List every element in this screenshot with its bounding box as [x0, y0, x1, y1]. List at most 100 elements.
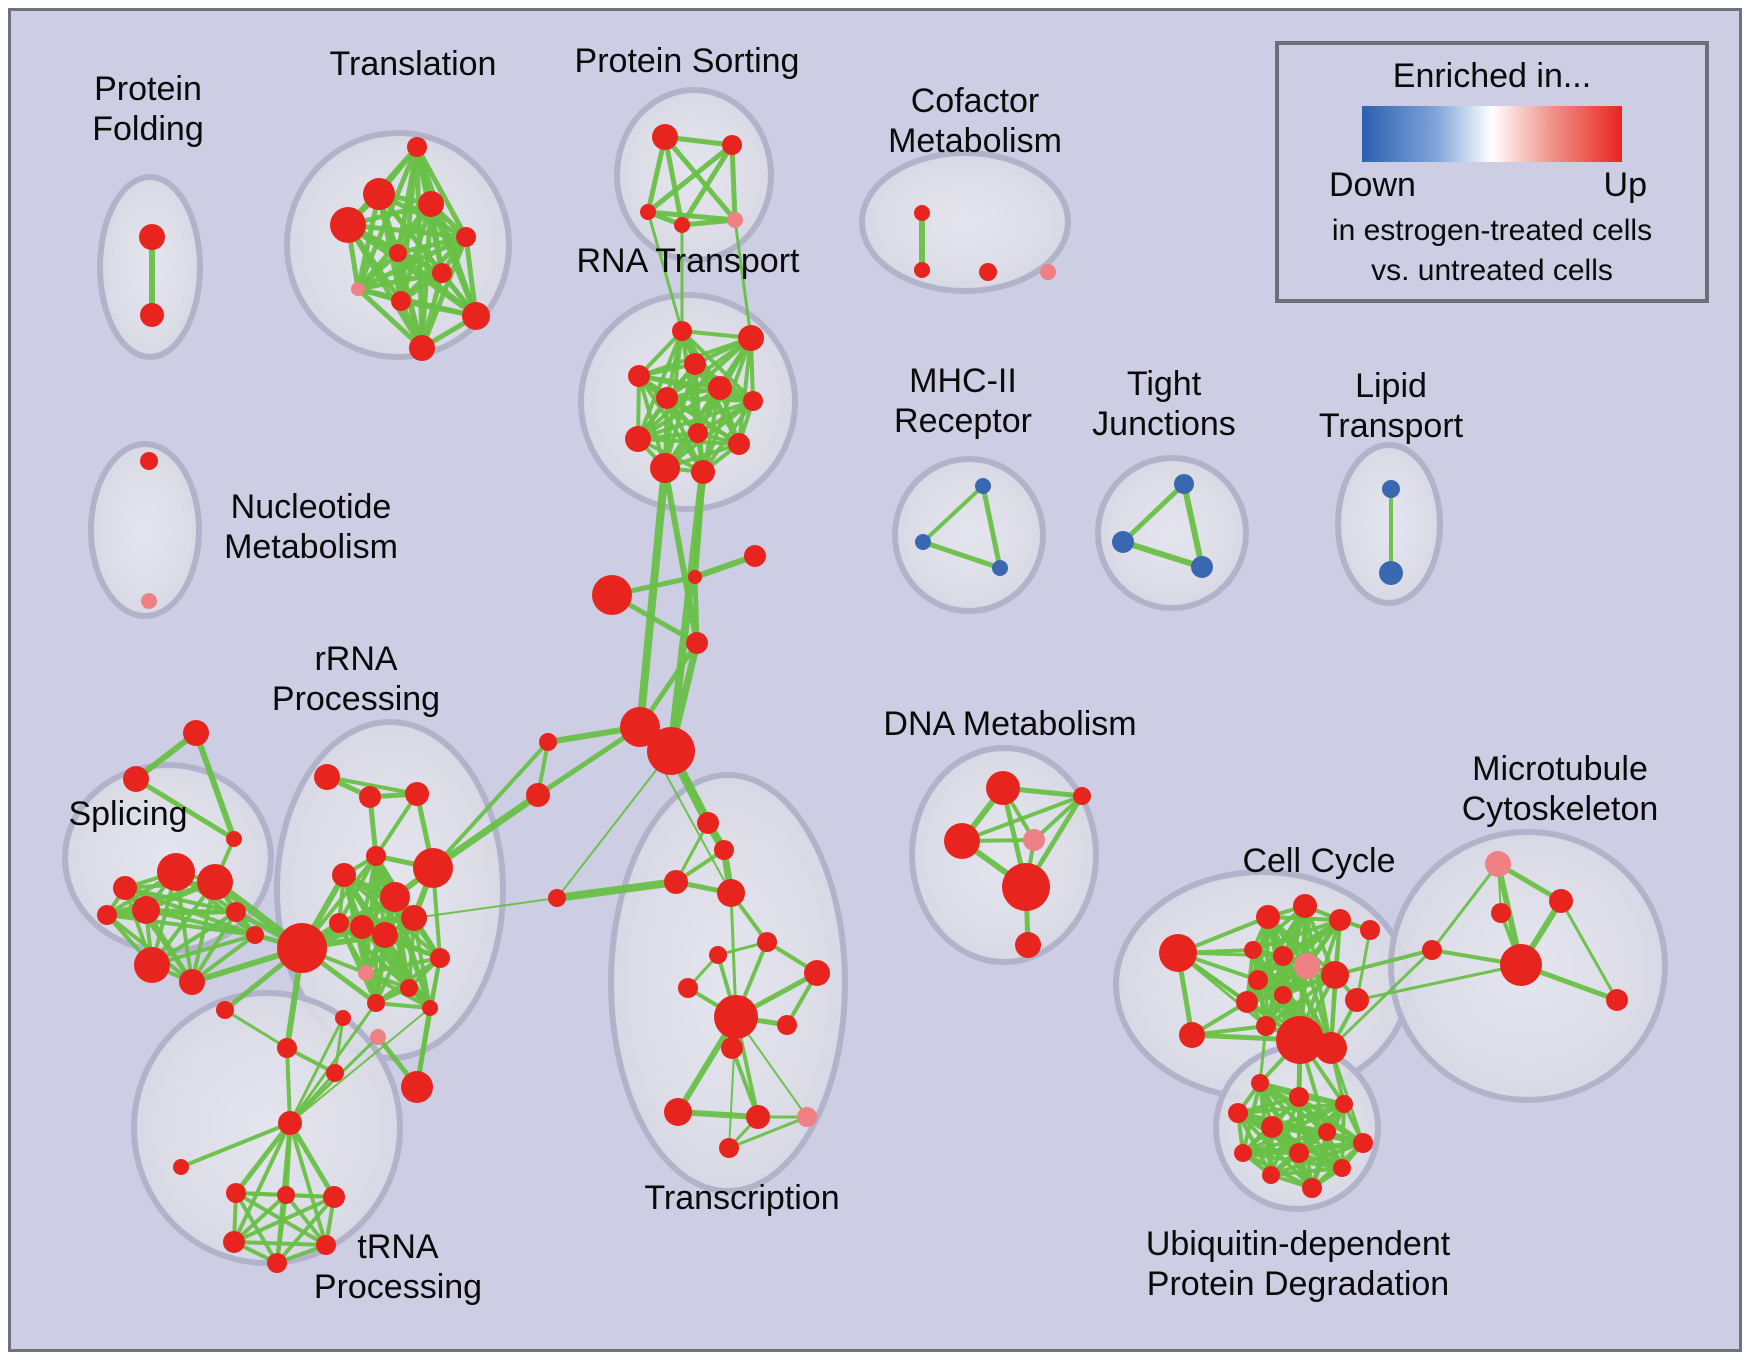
gene-set-node-hub1[interactable]: [620, 707, 660, 747]
gene-set-node-cc6[interactable]: [1294, 953, 1320, 979]
gene-set-node-mh3[interactable]: [992, 560, 1008, 576]
gene-set-node-tc4[interactable]: [717, 879, 745, 907]
gene-set-node-tc14[interactable]: [797, 1107, 817, 1127]
gene-set-node-e2[interactable]: [370, 1029, 386, 1045]
gene-set-node-ps4[interactable]: [674, 217, 690, 233]
gene-set-node-mt4[interactable]: [1500, 944, 1542, 986]
gene-set-node-t1[interactable]: [407, 137, 427, 157]
gene-set-node-L3[interactable]: [548, 889, 566, 907]
gene-set-node-r7[interactable]: [743, 391, 763, 411]
gene-set-node-tc6[interactable]: [709, 946, 727, 964]
gene-set-node-r9[interactable]: [625, 426, 651, 452]
gene-set-node-tc15[interactable]: [719, 1138, 739, 1158]
gene-set-node-cc1[interactable]: [1256, 905, 1280, 929]
gene-set-node-c2[interactable]: [1179, 1022, 1205, 1048]
gene-set-node-nu1[interactable]: [140, 452, 158, 470]
gene-set-node-sp1[interactable]: [157, 853, 195, 891]
gene-set-node-mt1[interactable]: [1485, 851, 1511, 877]
gene-set-node-tj1[interactable]: [1174, 474, 1194, 494]
gene-set-node-tn4[interactable]: [401, 1071, 433, 1103]
gene-set-node-tc10[interactable]: [777, 1015, 797, 1035]
gene-set-node-u12[interactable]: [1302, 1178, 1322, 1198]
gene-set-node-e3[interactable]: [335, 1010, 351, 1026]
gene-set-node-r10[interactable]: [728, 433, 750, 455]
gene-set-node-r1[interactable]: [672, 321, 692, 341]
gene-set-node-t4[interactable]: [418, 191, 444, 217]
gene-set-node-r12[interactable]: [691, 460, 715, 484]
gene-set-node-u9[interactable]: [1289, 1143, 1309, 1163]
gene-set-node-nu2[interactable]: [141, 593, 157, 609]
gene-set-node-mt3[interactable]: [1491, 903, 1511, 923]
gene-set-node-rr13[interactable]: [430, 948, 450, 968]
gene-set-node-sp3[interactable]: [132, 896, 160, 924]
gene-set-node-rr14[interactable]: [400, 979, 418, 997]
gene-set-node-sp2[interactable]: [197, 864, 233, 900]
gene-set-node-mh1[interactable]: [975, 478, 991, 494]
gene-set-node-rr12[interactable]: [358, 965, 374, 981]
gene-set-node-rr6[interactable]: [332, 863, 356, 887]
gene-set-node-r2[interactable]: [738, 325, 764, 351]
gene-set-node-u8[interactable]: [1234, 1144, 1252, 1162]
gene-set-node-cc2[interactable]: [1293, 894, 1317, 918]
gene-set-node-d6[interactable]: [1015, 932, 1041, 958]
gene-set-node-hub2[interactable]: [647, 727, 695, 775]
gene-set-node-tc5[interactable]: [757, 932, 777, 952]
gene-set-node-tn2[interactable]: [277, 1038, 297, 1058]
gene-set-node-s2[interactable]: [123, 766, 149, 792]
gene-set-node-rr9[interactable]: [329, 913, 349, 933]
gene-set-node-rr1[interactable]: [314, 764, 340, 790]
gene-set-node-rr7[interactable]: [380, 882, 410, 912]
gene-set-node-h4[interactable]: [223, 1231, 245, 1253]
gene-set-node-t3[interactable]: [330, 207, 366, 243]
gene-set-node-mh2[interactable]: [915, 534, 931, 550]
gene-set-node-tn3[interactable]: [326, 1064, 344, 1082]
gene-set-node-t8[interactable]: [351, 282, 365, 296]
gene-set-node-cc10[interactable]: [1236, 991, 1258, 1013]
gene-set-node-d5[interactable]: [1002, 863, 1050, 911]
gene-set-node-b1[interactable]: [277, 923, 327, 973]
gene-set-node-mt2[interactable]: [1549, 889, 1573, 913]
gene-set-node-rr5[interactable]: [413, 848, 453, 888]
gene-set-node-s3[interactable]: [226, 831, 242, 847]
gene-set-node-th[interactable]: [278, 1111, 302, 1135]
gene-set-node-cf4[interactable]: [1040, 264, 1056, 280]
gene-set-node-lp2[interactable]: [1379, 561, 1403, 585]
gene-set-node-rr4[interactable]: [366, 846, 386, 866]
gene-set-node-h2[interactable]: [277, 1186, 295, 1204]
gene-set-node-sp4[interactable]: [134, 947, 170, 983]
gene-set-node-sp7[interactable]: [97, 905, 117, 925]
gene-set-node-cf2[interactable]: [914, 262, 930, 278]
gene-set-node-rr2[interactable]: [359, 786, 381, 808]
gene-set-node-cf1[interactable]: [914, 205, 930, 221]
gene-set-node-cc8[interactable]: [1248, 970, 1268, 990]
gene-set-node-h6[interactable]: [267, 1253, 287, 1273]
gene-set-node-sp9[interactable]: [246, 926, 264, 944]
gene-set-node-tj2[interactable]: [1112, 531, 1134, 553]
gene-set-node-cc4[interactable]: [1244, 941, 1262, 959]
gene-set-node-L1[interactable]: [539, 733, 557, 751]
gene-set-node-r8[interactable]: [688, 423, 708, 443]
gene-set-node-cc15[interactable]: [1360, 920, 1380, 940]
gene-set-node-rr3[interactable]: [405, 782, 429, 806]
gene-set-node-ps2[interactable]: [722, 135, 742, 155]
gene-set-node-ps1[interactable]: [652, 124, 678, 150]
gene-set-node-ps5[interactable]: [727, 212, 743, 228]
gene-set-node-r6[interactable]: [656, 387, 678, 409]
gene-set-node-tc8[interactable]: [678, 978, 698, 998]
gene-set-node-pf2[interactable]: [140, 303, 164, 327]
gene-set-node-pf1[interactable]: [139, 224, 165, 250]
gene-set-node-u7[interactable]: [1353, 1133, 1373, 1153]
gene-set-node-u4[interactable]: [1228, 1103, 1248, 1123]
gene-set-node-h1[interactable]: [226, 1183, 246, 1203]
gene-set-node-rr11[interactable]: [372, 922, 398, 948]
gene-set-node-d2[interactable]: [1073, 787, 1091, 805]
gene-set-node-d3[interactable]: [944, 823, 980, 859]
gene-set-node-tc11[interactable]: [721, 1037, 743, 1059]
gene-set-node-ti[interactable]: [173, 1159, 189, 1175]
gene-set-node-lp1[interactable]: [1382, 480, 1400, 498]
gene-set-node-rr16[interactable]: [422, 1000, 438, 1016]
gene-set-node-m4[interactable]: [686, 632, 708, 654]
gene-set-node-m1[interactable]: [592, 575, 632, 615]
gene-set-node-u6[interactable]: [1318, 1123, 1336, 1141]
gene-set-node-cc13[interactable]: [1315, 1032, 1347, 1064]
